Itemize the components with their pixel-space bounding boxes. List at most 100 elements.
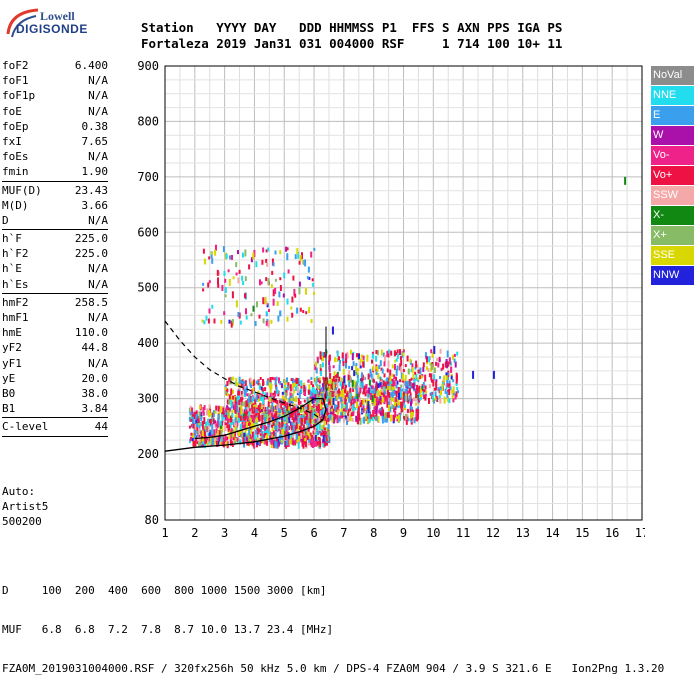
echo-mark <box>234 425 237 433</box>
echo-mark <box>345 402 348 410</box>
echo-mark <box>355 388 358 395</box>
echo-mark <box>342 380 344 388</box>
echo-mark <box>284 433 287 441</box>
echo-mark <box>266 392 269 400</box>
echo-mark <box>289 437 292 445</box>
echo-outlier <box>433 345 436 354</box>
echo-mark <box>295 421 298 429</box>
echo-mark <box>225 441 228 447</box>
echo-mark <box>266 318 269 322</box>
echo-mark <box>203 405 206 411</box>
scaled-trace-curve <box>164 397 327 452</box>
echo-mark <box>362 405 365 413</box>
echo-mark <box>274 398 277 404</box>
echo-mark <box>385 417 388 423</box>
echo-mark <box>193 429 196 434</box>
echo-mark <box>256 380 259 384</box>
echo-mark <box>281 402 284 406</box>
echo-mark <box>263 437 266 445</box>
echo-mark <box>238 399 241 406</box>
param-value: 225.0 <box>74 232 108 246</box>
echo-mark <box>295 396 298 403</box>
param-label: hmF2 <box>2 295 29 309</box>
echo-mark <box>309 417 312 424</box>
x-tick-label: 5 <box>281 526 288 540</box>
echo-mark <box>281 408 284 416</box>
echo-mark <box>269 397 272 403</box>
param-label: h`E <box>2 262 22 276</box>
echo-mark <box>249 377 252 383</box>
echo-mark <box>210 412 213 417</box>
echo-mark <box>405 388 408 394</box>
echo-mark <box>304 259 307 267</box>
echo-mark <box>245 434 248 439</box>
echo-mark <box>237 250 239 255</box>
echo-mark <box>213 318 216 324</box>
echo-mark <box>329 398 332 406</box>
echo-mark <box>371 385 374 390</box>
echo-mark <box>250 381 252 388</box>
echo-mark <box>292 275 295 281</box>
echo-mark <box>295 433 298 440</box>
echo-mark <box>207 425 210 433</box>
echo-mark <box>342 368 345 375</box>
echo-mark <box>278 413 281 420</box>
echo-mark <box>266 439 269 446</box>
echo-mark <box>256 427 259 435</box>
echo-mark <box>383 390 386 395</box>
echo-mark <box>452 386 455 394</box>
echo-mark <box>264 417 267 423</box>
echo-mark <box>334 417 337 423</box>
echo-mark <box>236 420 239 427</box>
echo-mark <box>207 439 210 445</box>
echo-mark <box>333 392 336 396</box>
echo-mark <box>245 421 248 429</box>
echo-mark <box>400 359 403 366</box>
echo-mark <box>279 403 282 409</box>
param-value: 1.90 <box>81 165 109 179</box>
echo-mark <box>262 318 265 324</box>
echo-mark <box>274 440 277 448</box>
x-tick-label: 11 <box>456 526 470 540</box>
echo-mark <box>281 425 284 433</box>
echo-mark <box>378 365 381 370</box>
x-tick-label: 14 <box>545 526 559 540</box>
echo-mark <box>273 377 276 381</box>
echo-mark <box>381 400 384 404</box>
echo-mark <box>401 392 404 398</box>
echo-mark <box>428 397 430 404</box>
echo-mark <box>317 410 320 414</box>
echo-mark <box>289 421 292 426</box>
echo-mark <box>208 256 211 260</box>
echo-mark <box>364 399 367 403</box>
param-value: 7.65 <box>81 134 109 148</box>
echo-mark <box>414 371 417 375</box>
echo-mark <box>267 379 270 386</box>
legend-item-vo: Vo- <box>651 146 694 166</box>
echo-mark <box>207 318 210 324</box>
echo-mark <box>298 287 301 295</box>
echo-mark <box>228 377 231 382</box>
echo-mark <box>452 398 455 403</box>
echo-mark <box>280 439 283 443</box>
echo-mark <box>415 408 418 414</box>
echo-mark <box>381 368 384 374</box>
echo-mark <box>196 430 199 437</box>
echo-mark <box>258 415 261 422</box>
echo-mark <box>277 315 280 322</box>
auto-artist: Artist5 <box>2 500 49 513</box>
param-value: N/A <box>88 311 108 324</box>
echo-mark <box>302 415 305 419</box>
echo-mark <box>245 315 248 320</box>
echo-mark <box>261 259 264 265</box>
echo-mark <box>236 406 239 413</box>
x-tick-label: 12 <box>486 526 500 540</box>
echo-mark <box>194 434 197 440</box>
y-tick-label: 400 <box>137 336 159 350</box>
echo-mark <box>254 403 257 409</box>
echo-mark <box>296 307 299 314</box>
echo-mark <box>315 361 317 367</box>
echo-mark <box>259 433 262 437</box>
echo-mark <box>219 430 222 436</box>
echo-mark <box>325 419 328 425</box>
